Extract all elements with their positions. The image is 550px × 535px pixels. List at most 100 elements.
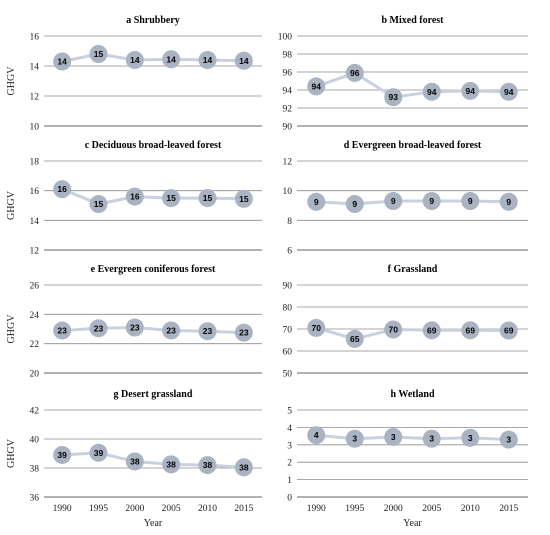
chart-1-data-label-0: 94 (312, 81, 322, 91)
chart-6-ytick-label-3: 42 (30, 407, 40, 417)
chart-4-data-label-0: 23 (57, 325, 67, 335)
chart-3-ytick-label-3: 12 (283, 158, 293, 168)
chart-3-point-0 (307, 192, 326, 211)
chart-1-title: b Mixed forest (381, 15, 444, 26)
chart-7-ytick-label-5: 5 (287, 407, 292, 417)
chart-3-panel: d Evergreen broad-leaved forest 6 8 10 12 9 9 9… (283, 140, 528, 257)
chart-6-xtick-label-1: 1995 (89, 504, 108, 514)
chart-3-ytick-label-1: 8 (287, 217, 292, 227)
chart-5-data-label-0: 70 (312, 323, 322, 333)
chart-4-data-label-3: 23 (166, 325, 176, 335)
chart-7-ytick-label-4: 4 (287, 424, 292, 434)
chart-4-data-label-5: 23 (239, 328, 249, 338)
chart-1-data-label-3: 94 (427, 87, 437, 97)
chart-3-data-label-4: 9 (468, 196, 473, 206)
chart-3-series-line (316, 199, 509, 206)
chart-6-xtick-label-5: 2015 (234, 504, 253, 514)
chart-7-point-3 (422, 429, 441, 448)
chart-7-xtick-label-3: 2005 (422, 504, 441, 514)
chart-2-data-label-0: 16 (57, 184, 67, 194)
chart-4-ytick-label-2: 24 (30, 311, 40, 321)
chart-4-point-4 (198, 322, 217, 341)
chart-0-point-2 (125, 51, 144, 69)
chart-6-xtick-label-3: 2005 (162, 504, 181, 514)
chart-7-title: h Wetland (391, 389, 435, 400)
chart-3-data-label-3: 9 (429, 196, 434, 206)
chart-4-series-line (62, 326, 244, 335)
chart-5-point-2 (384, 320, 403, 339)
chart-6-ytick-label-1: 38 (30, 465, 40, 475)
chart-0-ytick-label-0: 10 (30, 123, 40, 133)
chart-2-series-line (61, 187, 244, 206)
chart-5-series-line (315, 326, 509, 341)
chart-7-ytick-label-3: 3 (287, 441, 292, 451)
chart-5-ytick-label-1: 60 (283, 348, 293, 358)
chart-0-point-5 (234, 51, 253, 70)
chart-2-point-3 (162, 189, 181, 208)
chart-4-data-label-1: 23 (94, 323, 104, 333)
chart-7-ytick-label-2: 2 (287, 459, 292, 469)
chart-5-data-label-5: 69 (504, 326, 514, 336)
chart-0-point-4 (198, 51, 217, 69)
chart-6-point-2 (125, 452, 144, 471)
chart-7-xtick-label-5: 2015 (499, 504, 518, 514)
chart-3-point-3 (422, 192, 441, 211)
chart-6-point-0 (53, 445, 72, 464)
chart-3-point-2 (384, 192, 403, 211)
chart-5-point-0 (307, 318, 326, 337)
chart-0-point-1 (89, 45, 108, 63)
chart-3-ytick-label-0: 6 (287, 247, 292, 257)
chart-3-data-label-2: 9 (391, 196, 396, 206)
chart-1-ytick-label-5: 100 (278, 33, 293, 43)
chart-1-point-4 (461, 81, 480, 100)
chart-5-data-label-1: 65 (350, 334, 360, 344)
chart-6-data-label-2: 38 (130, 456, 140, 466)
chart-0-ytick-label-1: 12 (30, 93, 40, 103)
chart-5-point-3 (422, 321, 441, 340)
chart-4-point-2 (125, 318, 144, 337)
chart-7-ytick-label-0: 0 (287, 494, 292, 504)
chart-7-xtick-label-1: 1995 (345, 504, 364, 514)
chart-6-series-line (62, 451, 244, 469)
chart-6-point-5 (234, 458, 253, 477)
chart-6-data-label-5: 38 (239, 462, 249, 472)
chart-7-series-line (316, 433, 509, 442)
chart-0-point-0 (53, 52, 72, 71)
chart-2-point-4 (198, 189, 217, 208)
chart-5-data-label-3: 69 (427, 325, 437, 335)
chart-6-point-1 (89, 443, 108, 462)
chart-2-point-0 (53, 180, 72, 199)
chart-5-point-5 (499, 321, 518, 340)
chart-1-point-1 (345, 63, 364, 82)
chart-0-panel: a Shrubbery 10 12 14 16 GHGV 14 15 14 14 14 14 (6, 15, 262, 133)
chart-7-xtick-label-4: 2010 (461, 504, 480, 514)
chart-1-panel: b Mixed forest 90 92 94 96 98 100 94 96 93 94 94 94 (278, 15, 528, 133)
chart-2-data-label-4: 15 (203, 193, 213, 203)
chart-6-data-label-4: 38 (203, 460, 213, 470)
chart-4-data-label-2: 23 (130, 323, 140, 333)
chart-1-series-line (315, 71, 509, 99)
chart-2-data-label-2: 16 (130, 192, 140, 202)
chart-1-point-0 (307, 77, 326, 96)
chart-4-point-3 (162, 321, 181, 340)
chart-2-point-1 (89, 195, 108, 214)
chart-7-data-label-3: 3 (429, 434, 434, 444)
chart-6-xtick-label-2: 2000 (125, 504, 144, 514)
chart-2-ytick-label-1: 14 (30, 217, 40, 227)
chart-1-data-label-1: 96 (350, 68, 360, 78)
chart-7-panel: h Wetland 0 1 2 3 4 5 1990 1995 2000 2005 2010 2015 Y… (287, 389, 528, 529)
chart-3-point-4 (461, 192, 480, 211)
chart-4-panel: e Evergreen coniferous forest 20 22 24 26 GHG… (6, 264, 262, 380)
chart-4-data-label-4: 23 (203, 326, 213, 336)
chart-0-series-line (61, 52, 244, 63)
chart-1-data-label-2: 93 (389, 92, 399, 102)
chart-0-ytick-label-3: 16 (30, 33, 40, 43)
chart-4-ytick-label-1: 22 (30, 340, 40, 350)
chart-0-data-label-0: 14 (57, 57, 67, 67)
chart-7-point-4 (461, 428, 480, 447)
chart-7-point-2 (384, 427, 403, 446)
chart-4-ytick-label-3: 26 (30, 282, 40, 292)
chart-1-data-label-4: 94 (466, 86, 476, 96)
chart-6-ytick-label-2: 40 (30, 436, 40, 446)
